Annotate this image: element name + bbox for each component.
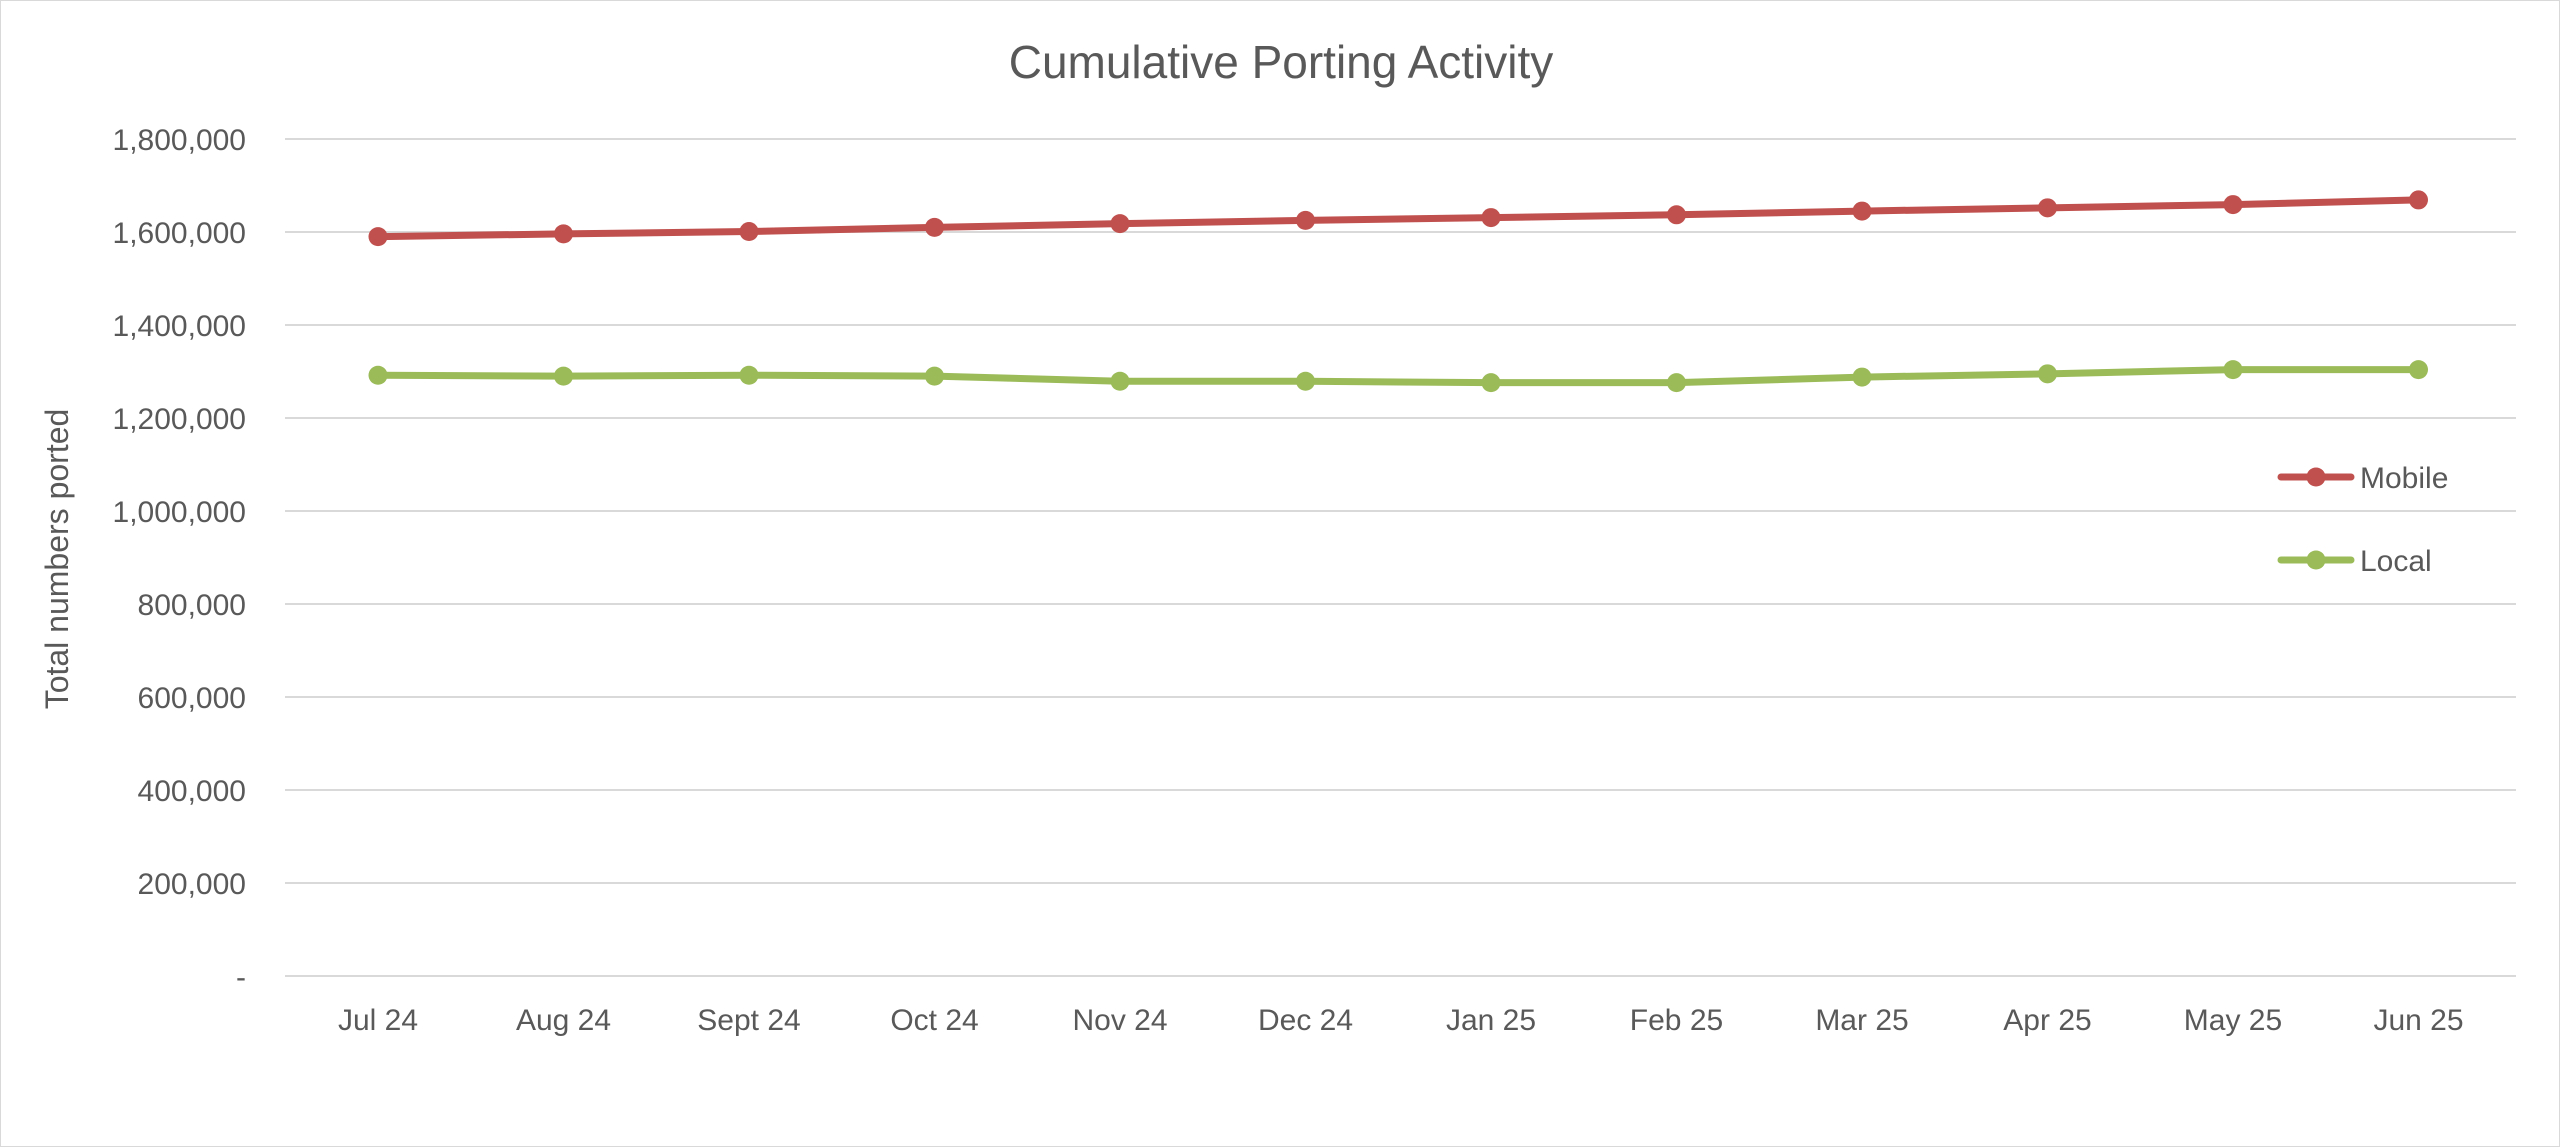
legend-marker (2306, 550, 2326, 570)
y-tick-label: - (236, 961, 246, 994)
legend-label: Local (2360, 545, 2432, 578)
data-point (1110, 214, 1130, 234)
y-tick-label: 1,400,000 (113, 310, 246, 343)
series-lines (368, 190, 2428, 393)
x-tick-label: Oct 24 (890, 1004, 978, 1037)
y-tick-label: 800,000 (138, 589, 246, 622)
data-point (2223, 360, 2243, 380)
data-point (1481, 373, 1501, 393)
series-local (368, 360, 2428, 393)
y-tick-label: 1,000,000 (113, 496, 246, 529)
data-point (368, 227, 388, 247)
chart-title: Cumulative Porting Activity (1009, 36, 1554, 88)
data-point (2409, 360, 2428, 380)
x-tick-label: Jan 25 (1446, 1004, 1536, 1037)
legend-item: Mobile (2277, 462, 2448, 495)
x-tick-label: Jun 25 (2373, 1004, 2463, 1037)
data-point (554, 366, 573, 386)
x-tick-label: Dec 24 (1258, 1004, 1353, 1037)
legend-item: Local (2277, 545, 2432, 578)
y-tick-label: 1,800,000 (113, 124, 246, 157)
y-axis-ticks: - 200,000 400,000 600,000 800,000 1,000,000 1,… (113, 124, 246, 994)
x-tick-label: Apr 25 (2003, 1004, 2091, 1037)
y-tick-label: 1,600,000 (113, 217, 246, 250)
data-point (2409, 190, 2428, 210)
series-mobile (368, 190, 2428, 247)
legend-label: Mobile (2360, 462, 2448, 495)
data-point (1296, 371, 1315, 391)
data-point (2223, 195, 2243, 215)
data-point (1852, 201, 1872, 221)
data-point (2038, 364, 2057, 384)
data-point (739, 222, 759, 242)
legend-marker (2306, 467, 2326, 487)
data-point (1110, 371, 1130, 391)
gridlines (285, 138, 2516, 977)
legend: Mobile Local (2277, 462, 2448, 578)
data-point (368, 365, 388, 385)
data-point (1481, 208, 1501, 228)
data-point (1852, 367, 1872, 387)
x-tick-label: Jul 24 (338, 1004, 418, 1037)
data-point (925, 366, 944, 386)
data-point (2038, 198, 2057, 218)
data-point (925, 217, 944, 237)
series-line (374, 196, 2422, 241)
x-tick-label: Mar 25 (1815, 1004, 1908, 1037)
data-point (739, 365, 759, 385)
y-tick-label: 600,000 (138, 682, 246, 715)
y-tick-label: 400,000 (138, 775, 246, 808)
y-tick-label: 200,000 (138, 868, 246, 901)
data-point (1667, 205, 1686, 225)
x-tick-label: Sept 24 (697, 1004, 800, 1037)
y-tick-label: 1,200,000 (113, 403, 246, 436)
x-tick-label: Feb 25 (1630, 1004, 1723, 1037)
data-point (1296, 210, 1315, 230)
data-point (554, 224, 573, 244)
data-point (1667, 373, 1686, 393)
x-tick-label: Nov 24 (1072, 1004, 1167, 1037)
y-axis-label: Total numbers ported (39, 409, 75, 710)
x-axis-ticks: Jul 24 Aug 24 Sept 24 Oct 24 Nov 24 Dec 24 Jan… (338, 1004, 2464, 1037)
series-line (374, 366, 2422, 387)
x-tick-label: May 25 (2184, 1004, 2282, 1037)
x-tick-label: Aug 24 (516, 1004, 611, 1037)
